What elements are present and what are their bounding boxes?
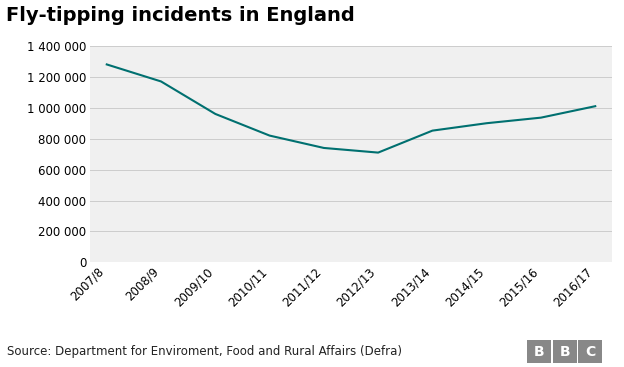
FancyBboxPatch shape <box>578 340 602 363</box>
FancyBboxPatch shape <box>527 340 551 363</box>
Text: Source: Department for Enviroment, Food and Rural Affairs (Defra): Source: Department for Enviroment, Food … <box>7 345 402 358</box>
FancyBboxPatch shape <box>553 340 577 363</box>
Text: C: C <box>585 345 595 359</box>
Text: B: B <box>534 345 545 359</box>
Text: B: B <box>559 345 570 359</box>
Text: Fly-tipping incidents in England: Fly-tipping incidents in England <box>6 6 355 25</box>
